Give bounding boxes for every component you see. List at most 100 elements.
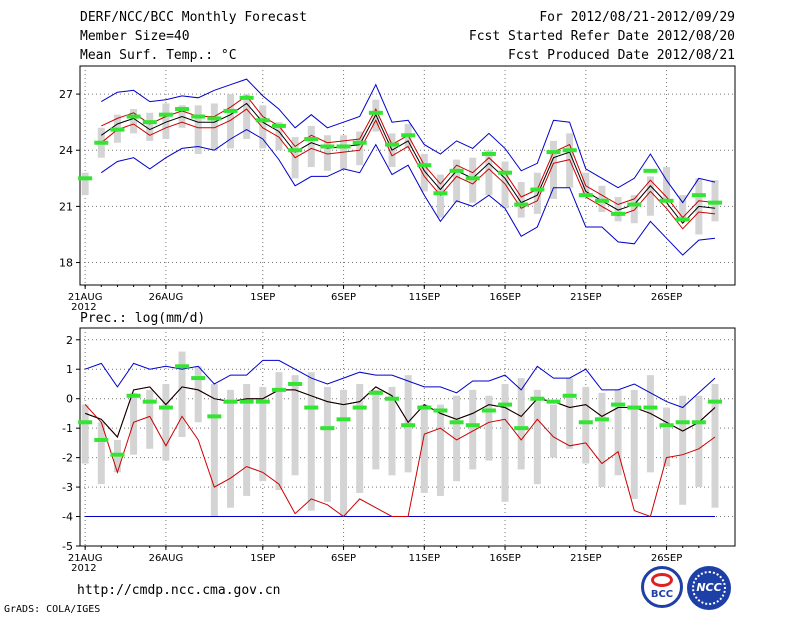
temp-xtick-label: 26SEP: [651, 292, 682, 303]
prec-xtick-label: 11SEP: [409, 553, 440, 564]
temp-median-mark: [385, 142, 399, 147]
prec-ytick-label: -2: [62, 452, 73, 465]
temp-plot-frame: [79, 65, 736, 286]
prec-ensemble-box: [533, 389, 541, 485]
temp-median-mark: [546, 150, 561, 155]
prec-xtick-label: 21SEP: [570, 553, 601, 564]
prec-ytick-label: -4: [62, 511, 73, 524]
prec-median-mark: [78, 420, 93, 425]
temp-ensemble-box: [275, 122, 283, 151]
prec-outer-upper-line: [85, 359, 716, 409]
temp-ensemble-box: [259, 105, 267, 149]
temp-median-mark: [207, 116, 222, 121]
prec-ensemble-box: [485, 395, 493, 461]
prec-median-mark: [401, 423, 416, 428]
temp-ensemble-box: [485, 150, 493, 196]
temp-ensemble-box: [453, 159, 461, 203]
prec-median-mark: [417, 405, 432, 410]
temp-median-mark: [481, 151, 496, 156]
temp-median-mark: [401, 133, 416, 138]
temp-median-mark: [514, 202, 529, 207]
prec-median-mark: [223, 399, 238, 404]
temp-median-mark: [449, 168, 464, 173]
prec-ensemble-box: [630, 389, 638, 499]
prec-xtick-label: 1SEP: [250, 553, 275, 564]
temp-xtick-label: 21AUG: [68, 292, 103, 303]
temp-median-mark: [126, 114, 141, 119]
prec-ensemble-box: [356, 383, 364, 493]
prec-median-mark: [336, 417, 351, 422]
prec-ensemble-box: [227, 389, 234, 508]
prec-xtick-label: 6SEP: [331, 553, 356, 564]
temp-ytick-label: 18: [59, 257, 73, 270]
prec-median-mark: [142, 399, 157, 404]
temp-median-mark: [271, 123, 286, 128]
prec-xtick-label: 21AUG: [68, 553, 103, 564]
temp-median-mark: [643, 168, 658, 173]
variable-label: Mean Surf. Temp.: °C: [80, 48, 237, 63]
prec-inner-lower-line: [84, 404, 716, 518]
prec-ensemble-box: [388, 386, 396, 476]
prec-median-mark: [643, 405, 658, 410]
prec-ensemble-box: [291, 375, 299, 476]
prec-median-mark: [449, 420, 464, 425]
prec-ensemble-box: [469, 389, 477, 470]
temp-ytick-label: 24: [59, 144, 73, 157]
temp-ensemble-box: [663, 167, 671, 201]
bcc-logo-swirl-icon: [651, 573, 673, 587]
prec-ensemble-box: [307, 372, 315, 511]
prec-median-mark: [191, 376, 206, 381]
footer-url[interactable]: http://cmdp.ncc.cma.gov.cn: [77, 583, 281, 598]
grads-credit: GrADS: COLA/IGES: [4, 604, 101, 615]
prec-median-mark: [594, 417, 609, 422]
temp-median-mark: [611, 211, 626, 216]
prec-ensemble-box: [501, 383, 509, 502]
temp-xtick-label: 11SEP: [409, 292, 440, 303]
temp-median-mark: [578, 193, 593, 198]
temp-median-mark: [255, 118, 270, 123]
temp-ensemble-box: [194, 105, 202, 154]
temp-ensemble-box: [243, 94, 251, 139]
temp-median-mark: [708, 200, 722, 205]
temp-outer-lower-line: [101, 129, 716, 256]
temp-ensemble-box: [307, 125, 315, 168]
ncc-logo-ring-icon: [692, 571, 726, 605]
prec-ensemble-box: [663, 407, 671, 467]
temp-mean-line: [101, 102, 716, 224]
prec-ytick-label: -5: [62, 540, 73, 553]
temp-ensemble-box: [356, 131, 364, 166]
temp-ensemble-box: [146, 112, 154, 141]
prec-ensemble-box: [598, 392, 606, 488]
prec-median-mark: [175, 364, 190, 369]
temp-median-mark: [223, 108, 238, 113]
prec-median-mark: [481, 408, 496, 413]
prec-ensemble-box: [97, 422, 105, 485]
temp-median-mark: [158, 112, 173, 117]
prec-ensemble-box: [582, 386, 590, 464]
temp-median-mark: [352, 140, 367, 145]
prec-median-mark: [465, 423, 480, 428]
prec-median-mark: [675, 420, 690, 425]
temp-ensemble-box: [420, 153, 428, 192]
temp-ensemble-box: [630, 195, 638, 224]
temp-median-mark: [465, 176, 480, 181]
temp-median-mark: [530, 187, 545, 192]
prec-median-mark: [94, 437, 109, 442]
prec-ensemble-box: [436, 404, 444, 496]
prec-ensemble-box: [550, 404, 557, 458]
temp-median-mark: [594, 198, 609, 203]
temp-xtick-year: 2012: [71, 302, 96, 313]
prec-ensemble-box: [162, 383, 170, 461]
prec-median-mark: [352, 405, 367, 410]
prec-ensemble-box: [323, 386, 331, 502]
temp-median-mark: [368, 110, 383, 115]
prec-median-mark: [271, 387, 286, 392]
temp-ensemble-box: [323, 135, 331, 171]
temp-median-mark: [191, 114, 206, 119]
fcst-produced: Fcst Produced Date 2012/08/21: [508, 48, 735, 63]
prec-ensemble-box: [566, 378, 574, 449]
prec-median-mark: [627, 405, 642, 410]
temp-ensemble-box: [210, 103, 218, 151]
prec-median-mark: [708, 399, 722, 404]
prec-ensemble-box: [420, 404, 428, 493]
